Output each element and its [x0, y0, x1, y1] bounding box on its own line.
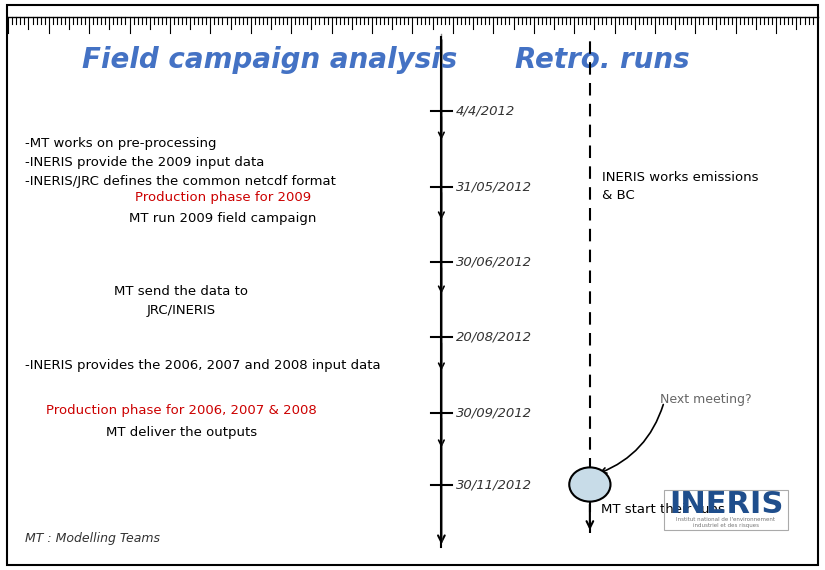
- Text: Production phase for 2009: Production phase for 2009: [134, 191, 311, 203]
- Text: Field campaign analysis: Field campaign analysis: [82, 46, 458, 74]
- Text: 31/05/2012: 31/05/2012: [456, 181, 532, 193]
- Text: -MT works on pre-processing
-INERIS provide the 2009 input data
-INERIS/JRC defi: -MT works on pre-processing -INERIS prov…: [25, 137, 336, 188]
- Text: Production phase for 2006, 2007 & 2008: Production phase for 2006, 2007 & 2008: [46, 405, 317, 417]
- Text: MT : Modelling Teams: MT : Modelling Teams: [25, 532, 160, 545]
- Text: -INERIS provides the 2006, 2007 and 2008 input data: -INERIS provides the 2006, 2007 and 2008…: [25, 359, 380, 372]
- Ellipse shape: [569, 467, 610, 502]
- Text: MT deliver the outputs: MT deliver the outputs: [106, 426, 257, 439]
- Text: Retro. runs: Retro. runs: [515, 46, 690, 74]
- Text: 30/06/2012: 30/06/2012: [456, 256, 532, 268]
- Text: 20/08/2012: 20/08/2012: [456, 331, 532, 344]
- Bar: [664, 490, 788, 530]
- Text: 30/09/2012: 30/09/2012: [456, 406, 532, 419]
- Text: INERIS works emissions
& BC: INERIS works emissions & BC: [602, 171, 759, 202]
- Text: INERIS: INERIS: [669, 490, 783, 519]
- Text: Institut national de l'environnement
industriel et des risques: Institut national de l'environnement ind…: [676, 517, 776, 528]
- Text: Next meeting?: Next meeting?: [660, 393, 752, 406]
- Text: MT run 2009 field campaign: MT run 2009 field campaign: [129, 213, 317, 225]
- Text: 4/4/2012: 4/4/2012: [456, 105, 516, 117]
- Text: MT start their runs: MT start their runs: [601, 503, 724, 516]
- Text: MT send the data to
JRC/INERIS: MT send the data to JRC/INERIS: [115, 285, 248, 317]
- Text: 30/11/2012: 30/11/2012: [456, 478, 532, 491]
